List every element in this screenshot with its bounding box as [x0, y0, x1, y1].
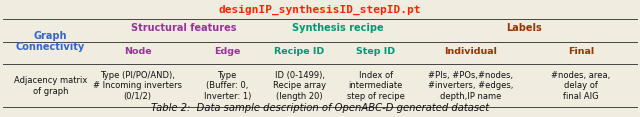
- Text: designIP_synthesisID_stepID.pt: designIP_synthesisID_stepID.pt: [219, 5, 421, 15]
- Text: ID (0-1499),
Recipe array
(length 20): ID (0-1499), Recipe array (length 20): [273, 71, 326, 101]
- Text: Individual: Individual: [444, 47, 497, 56]
- Text: Table 2:  Data sample description of OpenABC-D generated dataset: Table 2: Data sample description of Open…: [151, 104, 489, 113]
- Text: Step ID: Step ID: [356, 47, 396, 56]
- Text: Graph
Connectivity: Graph Connectivity: [16, 31, 85, 52]
- Text: Synthesis recipe: Synthesis recipe: [292, 23, 384, 33]
- Text: Structural features: Structural features: [131, 23, 236, 33]
- Text: Edge: Edge: [214, 47, 241, 56]
- Text: Node: Node: [124, 47, 152, 56]
- Text: Recipe ID: Recipe ID: [275, 47, 324, 56]
- Text: Index of
intermediate
step of recipe: Index of intermediate step of recipe: [347, 71, 404, 101]
- Text: Final: Final: [568, 47, 594, 56]
- Text: #nodes, area,
delay of
final AIG: #nodes, area, delay of final AIG: [552, 71, 611, 101]
- Text: Labels: Labels: [506, 23, 541, 33]
- Text: Type
(Buffer: 0,
Inverter: 1): Type (Buffer: 0, Inverter: 1): [204, 71, 251, 101]
- Text: Adjacency matrix
of graph: Adjacency matrix of graph: [14, 76, 87, 96]
- Text: #PIs, #POs,#nodes,
#inverters, #edges,
depth,IP name: #PIs, #POs,#nodes, #inverters, #edges, d…: [428, 71, 513, 101]
- Text: Type (PI/PO/AND),
# Incoming inverters
(0/1/2): Type (PI/PO/AND), # Incoming inverters (…: [93, 71, 182, 101]
